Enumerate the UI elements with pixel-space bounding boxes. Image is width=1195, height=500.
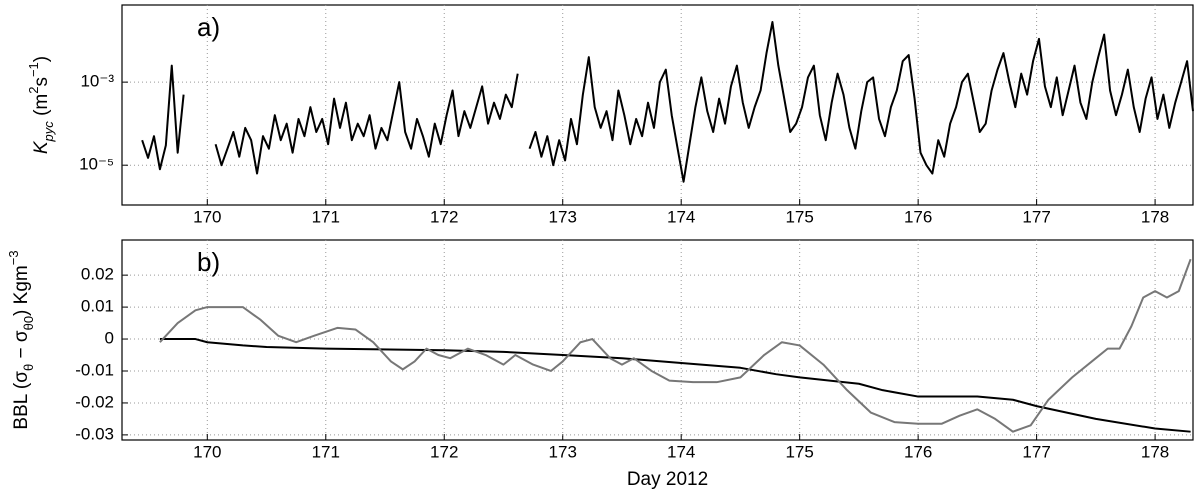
x-tick-label: 178 [1141, 207, 1169, 226]
x-tick-label: 176 [904, 442, 932, 461]
y-tick-label: 0 [105, 329, 114, 348]
x-tick-label: 178 [1141, 442, 1169, 461]
y-tick-label: -0.03 [75, 424, 114, 443]
panel-label: a) [197, 12, 220, 42]
x-tick-label: 177 [1022, 442, 1050, 461]
panel-label: b) [197, 247, 220, 277]
data-line [141, 21, 1194, 183]
y-axis-label-part: ) [31, 56, 52, 62]
x-tick-label: 172 [430, 442, 458, 461]
y-axis-label-part: K [31, 140, 52, 154]
y-axis-label-part: 2 [26, 87, 41, 94]
y-axis-label-part: (m [31, 94, 52, 121]
x-tick-label: 177 [1022, 207, 1050, 226]
x-tick-label: 175 [785, 207, 813, 226]
y-axis-label: BBL (σθ − σθ0) Kgm−3 [6, 250, 36, 429]
y-tick-label: 10⁻⁵ [79, 155, 114, 174]
y-tick-label: 0.02 [81, 265, 114, 284]
x-tick-label: 170 [193, 207, 221, 226]
y-axis-label: Kpyc (m2s−1) [26, 56, 56, 154]
y-axis-label-part: −1 [26, 62, 41, 77]
y-tick-label: -0.01 [75, 360, 114, 379]
x-tick-label: 176 [904, 207, 932, 226]
y-axis-label-part: θ [21, 364, 36, 371]
y-axis-label-part: pyc [41, 121, 56, 143]
y-axis-label-part: θ0 [21, 316, 36, 330]
x-tick-label: 171 [312, 442, 340, 461]
panel: 170 171 172 173 174 175 176 177 178 10⁻³ 10⁻⁵ a) Kpy… [26, 4, 1194, 226]
x-tick-label: 172 [430, 207, 458, 226]
y-tick-label: -0.02 [75, 392, 114, 411]
y-axis-label-part: −3 [6, 250, 21, 265]
x-axis-label: Day 2012 [627, 469, 708, 490]
x-tick-label: 173 [549, 442, 577, 461]
data-line [159, 258, 1192, 433]
y-tick-label: 0.01 [81, 297, 114, 316]
y-axis-label-part: − σ [11, 330, 32, 364]
plot-frame [121, 239, 1194, 441]
x-tick-label: 170 [193, 442, 221, 461]
y-tick-label: 10⁻³ [80, 72, 114, 91]
y-axis-label-part: BBL (σ [11, 371, 32, 430]
y-axis-label-part: ) Kgm [11, 265, 32, 316]
panel: 170 171 172 173 174 175 176 177 178 0.02 0.01 0 -0.0… [6, 239, 1194, 490]
x-tick-label: 174 [667, 207, 695, 226]
x-tick-label: 171 [312, 207, 340, 226]
x-tick-label: 173 [549, 207, 577, 226]
x-tick-label: 175 [785, 442, 813, 461]
data-line [159, 338, 1191, 433]
y-axis-label-part: s [31, 77, 52, 87]
x-tick-label: 174 [667, 442, 695, 461]
